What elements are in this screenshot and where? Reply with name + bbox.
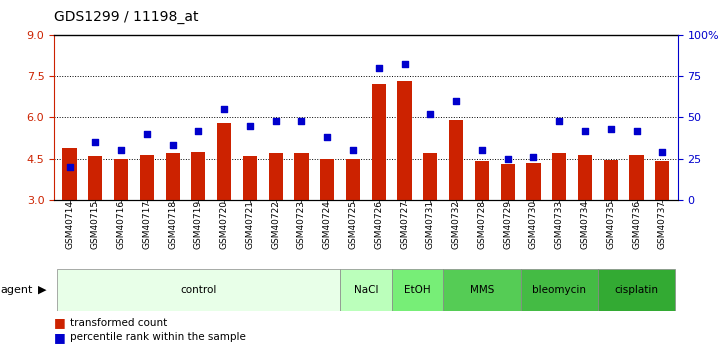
- Point: [528, 154, 539, 160]
- Bar: [655, 161, 669, 283]
- Point: [657, 149, 668, 155]
- Text: GSM40731: GSM40731: [426, 200, 435, 249]
- Bar: [269, 153, 283, 283]
- Text: transformed count: transformed count: [70, 318, 167, 327]
- Text: GSM40719: GSM40719: [194, 200, 203, 249]
- Text: GSM40732: GSM40732: [451, 200, 461, 249]
- Point: [63, 164, 75, 170]
- Text: GDS1299 / 11198_at: GDS1299 / 11198_at: [54, 10, 198, 24]
- Bar: [552, 153, 566, 283]
- Point: [605, 126, 616, 132]
- Text: GSM40733: GSM40733: [554, 200, 564, 249]
- Text: GSM40714: GSM40714: [65, 200, 74, 249]
- Bar: [423, 153, 438, 283]
- Point: [451, 98, 462, 104]
- Text: GSM40716: GSM40716: [117, 200, 125, 249]
- Text: cisplatin: cisplatin: [614, 285, 658, 295]
- Bar: [598, 269, 675, 310]
- Point: [193, 128, 204, 133]
- Text: GSM40728: GSM40728: [477, 200, 487, 249]
- Bar: [526, 163, 541, 283]
- Text: agent: agent: [1, 285, 33, 295]
- Bar: [392, 269, 443, 310]
- Text: percentile rank within the sample: percentile rank within the sample: [70, 333, 246, 342]
- Text: MMS: MMS: [469, 285, 494, 295]
- Point: [502, 156, 513, 161]
- Bar: [166, 153, 180, 283]
- Bar: [449, 120, 463, 283]
- Point: [167, 143, 178, 148]
- Bar: [443, 269, 521, 310]
- Point: [141, 131, 153, 137]
- Text: GSM40724: GSM40724: [323, 200, 332, 249]
- Point: [218, 106, 230, 112]
- Bar: [372, 84, 386, 283]
- Bar: [63, 148, 76, 283]
- Bar: [57, 269, 340, 310]
- Text: NaCl: NaCl: [354, 285, 378, 295]
- Text: GSM40735: GSM40735: [606, 200, 615, 249]
- Text: bleomycin: bleomycin: [532, 285, 586, 295]
- Bar: [191, 152, 205, 283]
- Point: [373, 65, 384, 70]
- Point: [554, 118, 565, 124]
- Text: GSM40718: GSM40718: [168, 200, 177, 249]
- Text: GSM40725: GSM40725: [348, 200, 358, 249]
- Text: ■: ■: [54, 331, 66, 344]
- Text: GSM40736: GSM40736: [632, 200, 641, 249]
- Text: GSM40721: GSM40721: [245, 200, 255, 249]
- Bar: [114, 159, 128, 283]
- Point: [425, 111, 436, 117]
- Point: [476, 148, 487, 153]
- Text: GSM40722: GSM40722: [271, 200, 280, 249]
- Bar: [346, 159, 360, 283]
- Bar: [629, 155, 644, 283]
- Point: [270, 118, 281, 124]
- Point: [348, 148, 359, 153]
- Point: [579, 128, 590, 133]
- Text: control: control: [180, 285, 216, 295]
- Bar: [243, 156, 257, 283]
- Point: [89, 139, 101, 145]
- Bar: [320, 159, 335, 283]
- Text: GSM40717: GSM40717: [142, 200, 151, 249]
- Point: [631, 128, 642, 133]
- Bar: [88, 156, 102, 283]
- Point: [244, 123, 256, 128]
- Text: GSM40715: GSM40715: [91, 200, 99, 249]
- Text: ▶: ▶: [37, 285, 46, 295]
- Bar: [294, 153, 309, 283]
- Text: GSM40730: GSM40730: [529, 200, 538, 249]
- Bar: [475, 161, 489, 283]
- Bar: [521, 269, 598, 310]
- Bar: [578, 155, 592, 283]
- Bar: [217, 123, 231, 283]
- Bar: [397, 81, 412, 283]
- Text: ■: ■: [54, 316, 66, 329]
- Bar: [340, 269, 392, 310]
- Text: GSM40723: GSM40723: [297, 200, 306, 249]
- Text: GSM40737: GSM40737: [658, 200, 667, 249]
- Text: GSM40727: GSM40727: [400, 200, 409, 249]
- Bar: [603, 160, 618, 283]
- Text: GSM40726: GSM40726: [374, 200, 384, 249]
- Text: EtOH: EtOH: [404, 285, 430, 295]
- Point: [296, 118, 307, 124]
- Point: [322, 135, 333, 140]
- Text: GSM40729: GSM40729: [503, 200, 512, 249]
- Bar: [140, 155, 154, 283]
- Text: GSM40734: GSM40734: [580, 200, 590, 249]
- Text: GSM40720: GSM40720: [220, 200, 229, 249]
- Point: [115, 148, 127, 153]
- Point: [399, 61, 410, 67]
- Bar: [500, 164, 515, 283]
